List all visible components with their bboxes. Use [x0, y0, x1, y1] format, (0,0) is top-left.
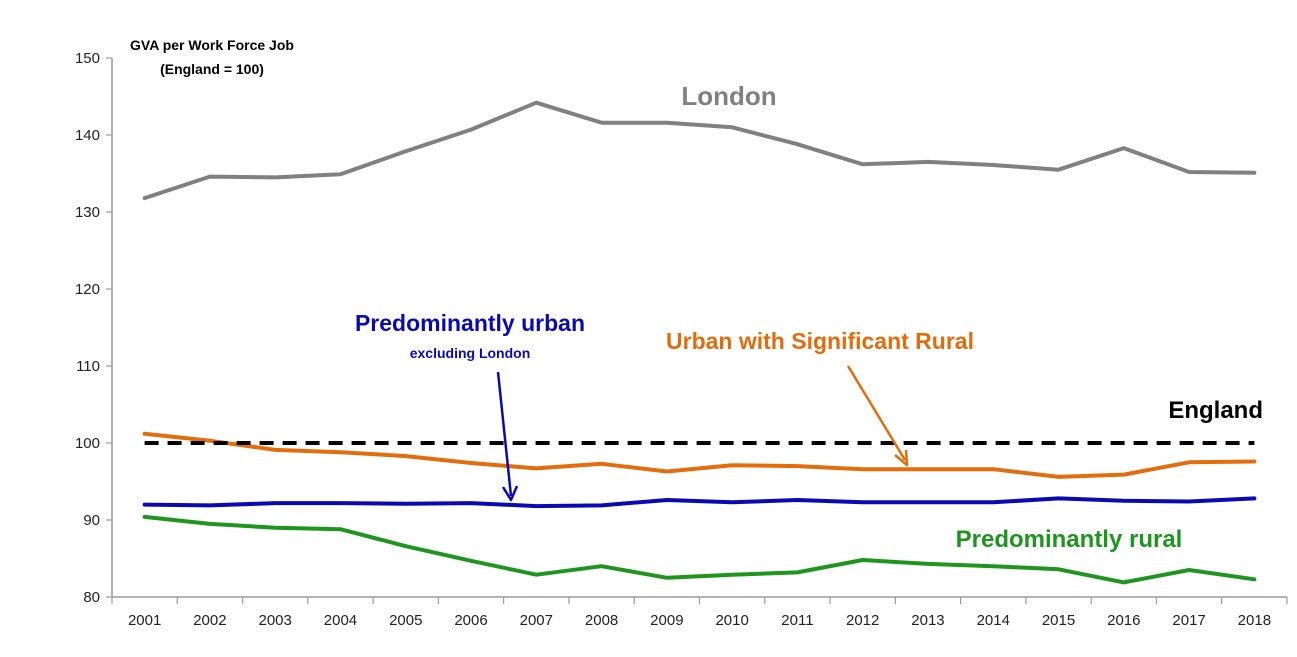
axes	[106, 57, 1288, 604]
y-tick-label: 110	[76, 358, 100, 375]
x-tick-label: 2006	[454, 612, 487, 629]
tick-labels: 80 90 100 110 120 130 140 150 2001 2002 2003 2004 20…	[75, 50, 1271, 629]
x-tick-label: 2011	[781, 612, 813, 629]
arrow-line-predominantly-urban	[496, 371, 513, 497]
x-tick-label: 2014	[977, 612, 1010, 629]
series-line-predominantly-urban	[142, 496, 1257, 509]
arrow-head-urban-with-significant-rural	[894, 449, 909, 467]
x-tick-label: 2003	[259, 612, 292, 629]
series-sublabel-excluding-london: excluding London	[410, 345, 531, 361]
x-tick-label: 2001	[128, 612, 161, 629]
series-line-predominantly-rural	[142, 514, 1257, 585]
series-label-england: England	[1168, 397, 1263, 424]
x-tick-label: 2018	[1238, 612, 1271, 629]
x-tick-label: 2010	[715, 612, 748, 629]
x-tick-label: 2008	[585, 612, 618, 629]
y-axis-label-line2: (England = 100)	[160, 61, 264, 77]
x-tick-label: 2013	[911, 612, 944, 629]
x-tick-label: 2009	[650, 612, 683, 629]
x-tick-label: 2017	[1172, 612, 1205, 629]
series-label-urban-with-significant-rural: Urban with Significant Rural	[666, 328, 974, 354]
y-tick-label: 150	[75, 50, 100, 67]
y-tick-label: 120	[75, 281, 100, 298]
series-label-predominantly-urban: Predominantly urban	[355, 310, 585, 336]
y-axis-label-line1: GVA per Work Force Job	[130, 37, 294, 53]
x-tick-label: 2015	[1042, 612, 1075, 629]
y-tick-label: 130	[75, 204, 100, 221]
series-lines	[142, 100, 1257, 585]
x-tick-label: 2005	[389, 612, 422, 629]
x-tick-label: 2016	[1107, 612, 1140, 629]
series-label-predominantly-rural: Predominantly rural	[956, 526, 1183, 553]
y-tick-label: 80	[83, 589, 100, 606]
arrow-line-urban-with-significant-rural	[846, 365, 907, 461]
x-tick-label: 2002	[193, 612, 226, 629]
series-label-london: London	[681, 81, 776, 111]
series-line-urban-with-significant-rural	[142, 431, 1257, 479]
series-line-london	[142, 100, 1257, 201]
arrow-head-predominantly-urban	[501, 485, 519, 502]
x-tick-label: 2004	[324, 612, 357, 629]
x-tick-label: 2007	[520, 612, 553, 629]
y-tick-label: 140	[75, 127, 100, 144]
x-tick-label: 2012	[846, 612, 879, 629]
y-tick-label: 90	[83, 512, 100, 529]
y-tick-label: 100	[75, 435, 100, 452]
series-labels: London Urban with Significant Rural Englan…	[355, 81, 1263, 553]
